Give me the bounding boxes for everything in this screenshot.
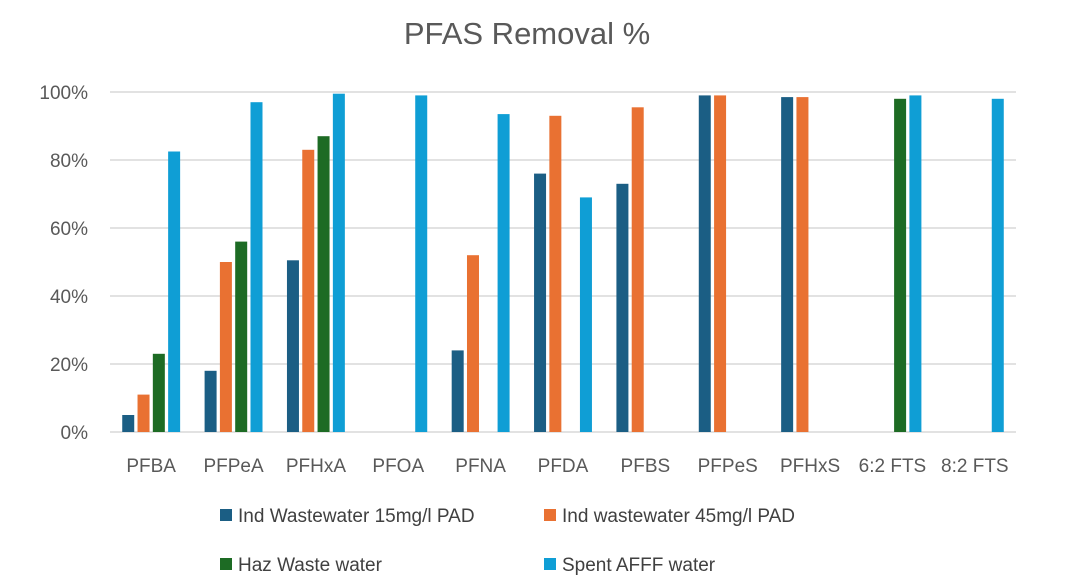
bar-pfna-series-1 <box>451 350 464 432</box>
bar-pfhxs-series-1 <box>781 97 794 432</box>
y-tick-label: 20% <box>50 355 88 376</box>
bar-pfna-series-2 <box>466 255 479 432</box>
bar-pfpea-series-2 <box>219 262 232 432</box>
bar-pfhxa-series-4 <box>332 93 345 432</box>
bar-pfhxa-series-2 <box>302 149 315 433</box>
bar-pfpea-series-4 <box>250 102 263 432</box>
bar-82fts-series-4 <box>991 98 1004 433</box>
bar-pfda-series-2 <box>549 115 562 433</box>
x-tick-label: 6:2 FTS <box>859 456 927 477</box>
x-tick-label: PFBA <box>126 456 176 477</box>
bar-pfbs-series-2 <box>631 107 644 433</box>
y-tick-label: 0% <box>61 423 89 444</box>
bar-pfpea-series-3 <box>235 241 248 432</box>
x-tick-label: PFPeS <box>698 456 758 477</box>
bar-pfpes-series-2 <box>714 95 727 433</box>
bar-pfba-series-3 <box>152 353 165 432</box>
x-tick-label: PFPeA <box>203 456 264 477</box>
x-tick-label: PFOA <box>372 456 424 477</box>
legend-label: Spent AFFF water <box>562 555 716 576</box>
y-tick-label: 60% <box>50 219 88 240</box>
x-tick-label: PFNA <box>455 456 506 477</box>
x-tick-label: PFHxS <box>780 456 840 477</box>
bar-62fts-series-4 <box>909 95 922 433</box>
bar-pfda-series-4 <box>579 197 592 432</box>
legend-label: Ind wastewater 45mg/l PAD <box>562 506 795 527</box>
x-tick-label: PFBS <box>621 456 671 477</box>
bar-62fts-series-3 <box>894 98 907 433</box>
legend-label: Ind Wastewater 15mg/l PAD <box>238 506 475 527</box>
bar-pfba-series-4 <box>168 151 181 432</box>
bar-pfda-series-1 <box>534 173 547 432</box>
bar-pfba-series-2 <box>137 394 150 432</box>
bar-pfhxs-series-2 <box>796 97 809 432</box>
bar-pfna-series-4 <box>497 114 510 432</box>
x-tick-label: PFDA <box>538 456 589 477</box>
y-tick-label: 80% <box>50 151 88 172</box>
legend-swatch <box>544 558 556 570</box>
bar-pfhxa-series-3 <box>317 136 330 432</box>
bar-pfbs-series-1 <box>616 183 629 432</box>
bar-pfpes-series-1 <box>698 95 711 433</box>
legend-swatch <box>544 509 556 521</box>
bar-pfba-series-1 <box>122 415 135 432</box>
bar-pfpea-series-1 <box>204 370 217 432</box>
y-tick-label: 100% <box>39 83 88 104</box>
chart-title: PFAS Removal % <box>404 16 650 51</box>
legend-swatch <box>220 558 232 570</box>
legend-swatch <box>220 509 232 521</box>
x-tick-label: 8:2 FTS <box>941 456 1009 477</box>
legend-label: Haz Waste water <box>238 555 383 576</box>
bar-pfoa-series-4 <box>415 95 428 433</box>
x-tick-label: PFHxA <box>286 456 347 477</box>
bar-pfhxa-series-1 <box>286 260 299 432</box>
y-tick-label: 40% <box>50 287 88 308</box>
